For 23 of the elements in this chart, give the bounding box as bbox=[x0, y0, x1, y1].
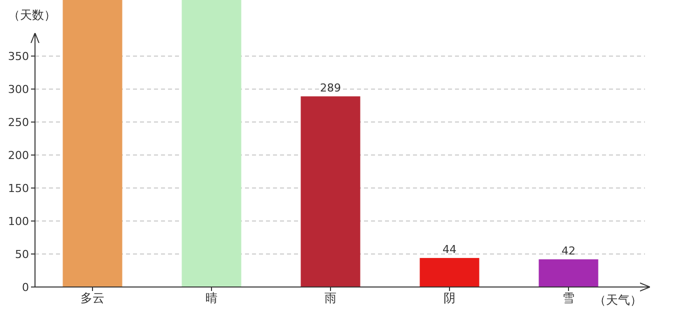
y-tick-label: 350 bbox=[8, 50, 29, 64]
x-tick-label: 晴 bbox=[206, 291, 218, 305]
x-tick-label: 雨 bbox=[324, 291, 336, 305]
y-axis-title: （天数） bbox=[8, 8, 56, 22]
y-tick-label: 200 bbox=[8, 149, 29, 162]
data-label: 289 bbox=[320, 81, 341, 94]
data-label: 42 bbox=[562, 244, 576, 258]
data-label: 44 bbox=[442, 242, 456, 256]
x-tick-label: 多云 bbox=[80, 291, 104, 305]
y-tick-label: 250 bbox=[8, 116, 29, 130]
bar bbox=[62, 0, 122, 287]
y-tick-label: 100 bbox=[8, 215, 29, 228]
x-tick-label: 雪 bbox=[562, 291, 574, 305]
bar bbox=[182, 0, 242, 287]
bar bbox=[300, 96, 360, 287]
y-tick-label: 150 bbox=[8, 182, 29, 196]
x-axis-title: （天气） bbox=[594, 293, 642, 307]
x-tick-label: 阴 bbox=[444, 291, 456, 305]
y-tick-label: 300 bbox=[8, 83, 29, 96]
y-tick-label: 0 bbox=[22, 281, 29, 294]
bar bbox=[538, 259, 598, 287]
y-tick-label: 50 bbox=[15, 248, 29, 262]
bar bbox=[420, 258, 480, 287]
